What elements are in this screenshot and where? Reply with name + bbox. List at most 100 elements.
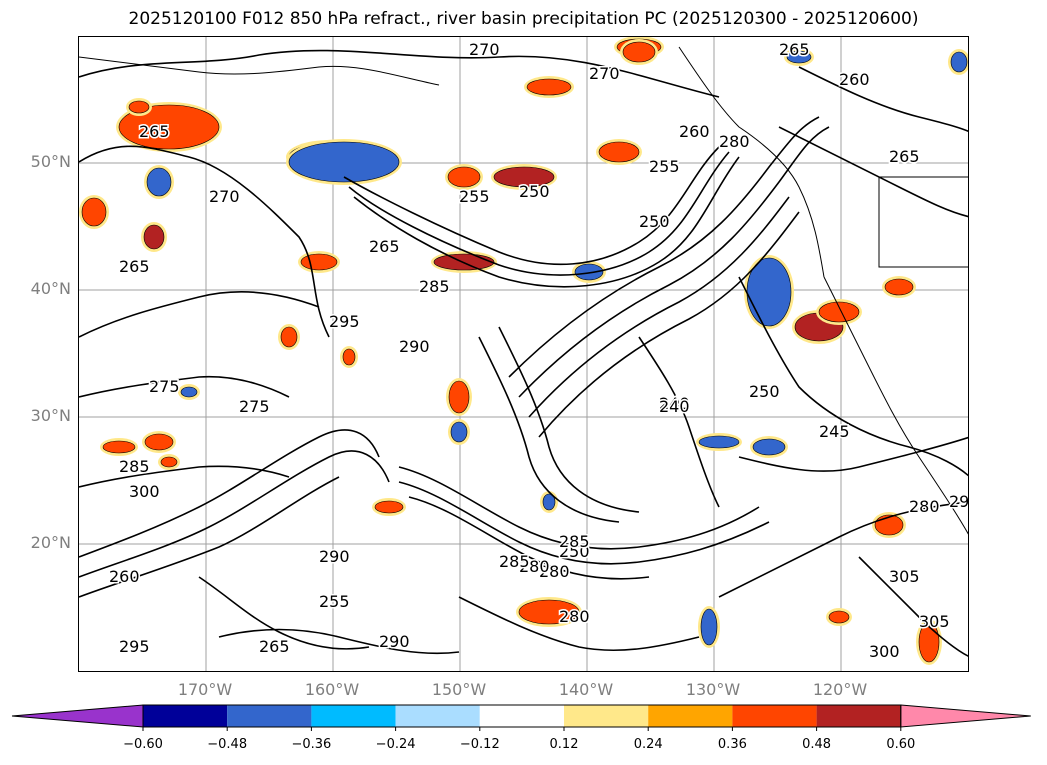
contour-line bbox=[79, 145, 330, 338]
contour-label: 285 bbox=[499, 552, 530, 571]
precip-region bbox=[144, 433, 174, 451]
longitude-label: 160°W bbox=[304, 680, 360, 699]
contour-line bbox=[79, 429, 380, 558]
contour-line bbox=[408, 496, 650, 580]
contour-label: 295 bbox=[119, 637, 150, 656]
longitude-label: 130°W bbox=[685, 680, 741, 699]
precipitation-pc-shading bbox=[79, 37, 968, 665]
contour-label: 290 bbox=[379, 632, 410, 651]
colorbar-segment bbox=[311, 705, 396, 727]
precip-region bbox=[128, 100, 150, 114]
precip-region bbox=[818, 301, 860, 323]
colorbar-tick-label: −0.60 bbox=[123, 737, 163, 752]
contour-label: 300 bbox=[129, 482, 160, 501]
contour-line bbox=[508, 116, 820, 378]
contour-line bbox=[528, 196, 790, 418]
contour-label: 275 bbox=[149, 377, 180, 396]
longitude-label: 170°W bbox=[177, 680, 233, 699]
contour-label: 290 bbox=[399, 337, 430, 356]
contour-label: 305 bbox=[889, 567, 920, 586]
contour-line bbox=[778, 126, 968, 218]
colorbar-tick-label: 0.12 bbox=[549, 737, 579, 752]
precip-region bbox=[102, 440, 136, 454]
colorbar-segment bbox=[816, 705, 901, 727]
contour-labels: 270 270 265 260 255 250 255 260 280 265 285 265 265 2… bbox=[108, 39, 969, 663]
colorbar-tick-label: −0.36 bbox=[291, 737, 332, 752]
contour-label: 265 bbox=[139, 122, 170, 141]
precip-region bbox=[81, 197, 107, 227]
coastline-segment bbox=[823, 276, 968, 535]
map-panel[interactable]: 270 270 265 260 255 250 255 260 280 265 285 265 265 2… bbox=[78, 36, 969, 672]
precip-region bbox=[180, 386, 198, 398]
contour-label: 265 bbox=[779, 40, 810, 59]
contour-label: 260 bbox=[109, 567, 140, 586]
contour-label: 280 bbox=[519, 557, 550, 576]
map-title: 2025120100 F012 850 hPa refract., river … bbox=[128, 9, 919, 29]
contour-label: 285 bbox=[559, 532, 590, 551]
contour-label: 270 bbox=[469, 40, 500, 59]
contour-label: 285 bbox=[419, 277, 450, 296]
precip-region bbox=[828, 610, 850, 624]
refractivity-contours bbox=[79, 49, 968, 657]
precip-region bbox=[493, 166, 555, 188]
precip-region bbox=[574, 263, 604, 281]
precip-region bbox=[433, 253, 495, 271]
precip-region bbox=[752, 438, 786, 456]
contour-line bbox=[398, 481, 770, 565]
colorbar-segment bbox=[479, 705, 564, 727]
precip-region bbox=[526, 78, 572, 96]
colorbar-tick-label: −0.12 bbox=[459, 737, 500, 752]
precip-region bbox=[143, 224, 165, 250]
colorbar-outline bbox=[142, 704, 902, 728]
contour-label: 250 bbox=[519, 182, 550, 201]
precip-region bbox=[146, 167, 172, 197]
contour-line bbox=[79, 465, 290, 488]
precip-region bbox=[447, 166, 481, 188]
contour-label: 260 bbox=[679, 122, 710, 141]
precip-region bbox=[950, 51, 968, 73]
contour-label: 300 bbox=[869, 642, 900, 661]
contour-label: 265 bbox=[259, 637, 290, 656]
contour-line bbox=[79, 49, 720, 98]
contour-line bbox=[79, 291, 320, 338]
precip-region bbox=[288, 141, 400, 183]
coastline bbox=[79, 46, 968, 535]
colorbar-extend-low bbox=[11, 704, 144, 728]
coastline-segment bbox=[678, 46, 825, 278]
precip-region bbox=[786, 50, 812, 64]
precip-region bbox=[698, 435, 740, 449]
precip-region bbox=[448, 380, 470, 414]
precip-region bbox=[700, 608, 718, 646]
contour-label: 265 bbox=[119, 257, 150, 276]
colorbar-segment bbox=[395, 705, 480, 727]
latitude-label: 50°N bbox=[30, 152, 71, 171]
contour-line bbox=[343, 146, 720, 266]
precip-region bbox=[342, 348, 356, 366]
contour-label: 240 bbox=[659, 397, 690, 416]
contour-label: 250 bbox=[749, 382, 780, 401]
contour-line bbox=[79, 476, 340, 598]
colorbar-segment bbox=[648, 705, 733, 727]
contour-label: 255 bbox=[319, 592, 350, 611]
contour-line bbox=[79, 450, 390, 578]
contour-line bbox=[458, 596, 700, 652]
contour-line bbox=[498, 326, 640, 513]
precip-region bbox=[542, 493, 556, 511]
precip-region bbox=[450, 421, 468, 443]
coastline-segment bbox=[79, 56, 440, 86]
colorbar-tick-label: 0.24 bbox=[633, 737, 663, 752]
contour-label: 280 bbox=[909, 497, 940, 516]
precip-region bbox=[118, 104, 220, 150]
contour-line bbox=[738, 436, 968, 472]
contour-line bbox=[518, 126, 830, 398]
contour-label: 280 bbox=[559, 607, 590, 626]
map-canvas[interactable]: 270 270 265 260 255 250 255 260 280 265 285 265 265 2… bbox=[79, 37, 969, 672]
latitude-label: 40°N bbox=[30, 279, 71, 298]
contour-label: 305 bbox=[919, 612, 950, 631]
contour-line bbox=[218, 628, 460, 655]
contour-line bbox=[638, 336, 720, 508]
contour-line bbox=[478, 336, 620, 523]
contour-label: 240 bbox=[659, 394, 690, 413]
contour-label: 255 bbox=[649, 157, 680, 176]
contour-label: 260 bbox=[839, 70, 870, 89]
